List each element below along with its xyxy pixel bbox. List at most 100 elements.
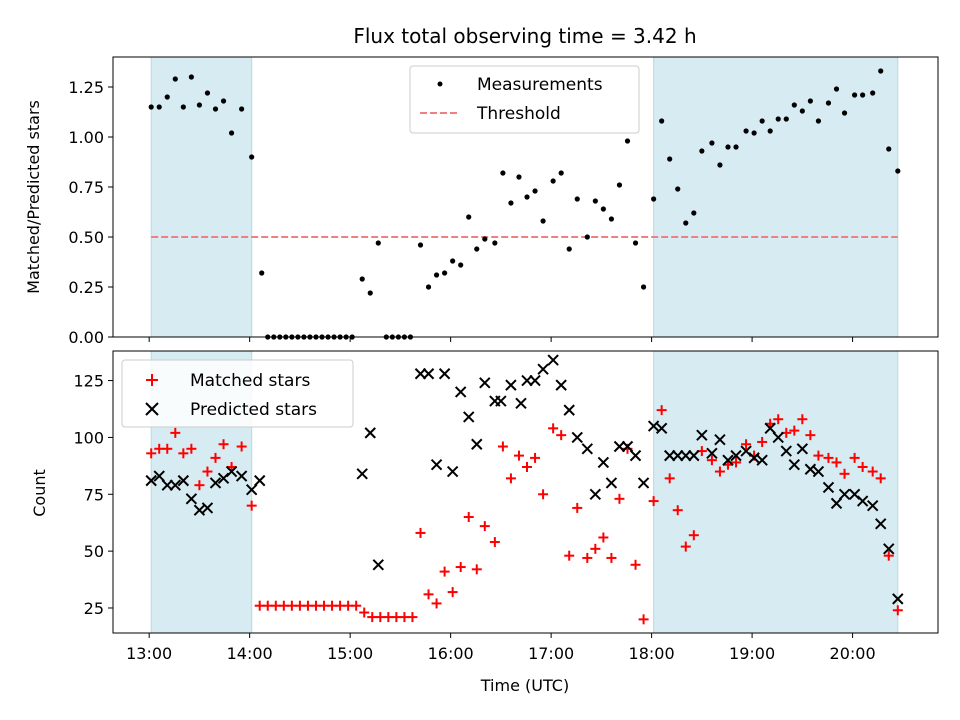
measurement-point	[743, 128, 749, 134]
predicted-point	[225, 465, 238, 478]
predicted-point	[629, 449, 642, 462]
predicted-point	[537, 363, 549, 375]
measurement-point	[508, 200, 514, 206]
matched-point	[664, 473, 675, 484]
matched-point	[614, 493, 625, 504]
predicted-point	[714, 433, 726, 446]
measurement-point	[632, 240, 639, 246]
predicted-point	[547, 354, 559, 366]
matched-point	[680, 541, 691, 552]
measurement-point	[807, 98, 813, 104]
y-tick-label: 0.75	[68, 178, 104, 197]
measurement-point	[450, 258, 456, 264]
matched-point	[415, 527, 426, 538]
matched-point	[883, 550, 894, 561]
matched-point	[522, 461, 533, 472]
predicted-point	[647, 420, 660, 432]
matched-point	[831, 457, 842, 468]
predicted-point	[830, 497, 843, 510]
predicted-point	[637, 477, 650, 489]
matched-point	[423, 589, 434, 600]
predicted-point	[495, 395, 507, 407]
predicted-point	[201, 502, 214, 514]
predicted-point	[621, 440, 634, 453]
matched-point	[194, 480, 205, 491]
matched-point	[656, 405, 667, 416]
predicted-point	[856, 495, 869, 507]
measurement-point	[417, 242, 424, 248]
measurement-point	[188, 74, 194, 80]
y-tick-label: 1.00	[68, 128, 104, 147]
measurement-point	[783, 116, 789, 122]
matched-point	[606, 552, 617, 563]
measurement-point	[492, 240, 498, 246]
predicted-point	[605, 477, 618, 489]
measurement-point	[558, 170, 564, 176]
measurement-points	[148, 68, 901, 340]
predicted-point	[748, 452, 760, 464]
matched-point	[672, 505, 683, 516]
predicted-point	[571, 431, 583, 444]
count-panel: 25 50 75 100 125 13:00 14:00 15:00 16:00 17:00 18…	[30, 350, 939, 695]
measurement-point	[791, 102, 797, 108]
measurement-point	[624, 138, 631, 144]
matched-point	[875, 473, 886, 484]
predicted-point	[812, 465, 825, 478]
matched-point	[714, 466, 725, 477]
matched-point	[867, 466, 878, 477]
bottom-y-axis-label: Count	[30, 469, 49, 517]
matched-point	[857, 461, 868, 472]
measurement-point	[592, 198, 598, 204]
top-y-axis-label: Matched/Predicted stars	[24, 100, 43, 294]
bottom-x-axis-label: Time (UTC)	[480, 676, 569, 695]
measurement-point	[815, 118, 822, 124]
matched-point	[849, 452, 860, 463]
predicted-point	[471, 438, 483, 450]
measurement-point	[667, 156, 673, 162]
predicted-point	[463, 411, 475, 423]
predicted-point	[722, 454, 734, 466]
matched-point	[210, 452, 221, 463]
matched-point	[479, 521, 490, 532]
measurement-point	[725, 144, 731, 150]
predicted-point	[706, 447, 718, 460]
measurement-point	[841, 110, 848, 116]
measurement-point	[616, 182, 623, 188]
bottom-x-ticks: 13:00 14:00 15:00 16:00 17:00 18:00 19:00 20:00	[126, 633, 876, 663]
measurement-point	[717, 162, 723, 168]
bottom-legend: Matched stars Predicted stars	[121, 359, 354, 428]
predicted-point	[193, 504, 206, 516]
predicted-point	[254, 474, 266, 487]
matched-point	[218, 439, 229, 450]
measurement-point	[767, 128, 773, 134]
measurement-point	[691, 210, 697, 216]
matched-point	[162, 443, 173, 454]
chart-title: Flux total observing time = 3.42 h	[353, 24, 696, 48]
measurement-point	[532, 188, 538, 194]
predicted-point	[756, 454, 768, 466]
y-tick-label: 100	[73, 428, 104, 447]
matched-point	[548, 423, 559, 434]
predicted-point	[730, 449, 742, 462]
y-tick-label: 0.50	[68, 228, 104, 247]
measurement-point	[799, 108, 805, 114]
predicted-point	[145, 474, 157, 487]
y-tick-label: 0.25	[68, 278, 104, 297]
matched-point	[463, 512, 474, 523]
matched-point	[431, 598, 442, 609]
matched-point	[572, 502, 583, 513]
predicted-point	[563, 404, 575, 416]
predicted-point	[372, 559, 384, 571]
x-tick-label: 19:00	[729, 644, 775, 663]
x-tick-label: 16:00	[428, 644, 474, 663]
count-points	[145, 354, 904, 625]
measurement-point	[228, 130, 235, 136]
matched-point	[447, 587, 458, 598]
measurement-point	[733, 144, 739, 150]
matched-point	[455, 562, 466, 573]
predicted-point	[446, 465, 459, 478]
measurement-point	[651, 196, 657, 202]
measurement-point	[825, 100, 832, 106]
predicted-point	[177, 474, 190, 487]
legend-matched-marker	[146, 374, 158, 386]
